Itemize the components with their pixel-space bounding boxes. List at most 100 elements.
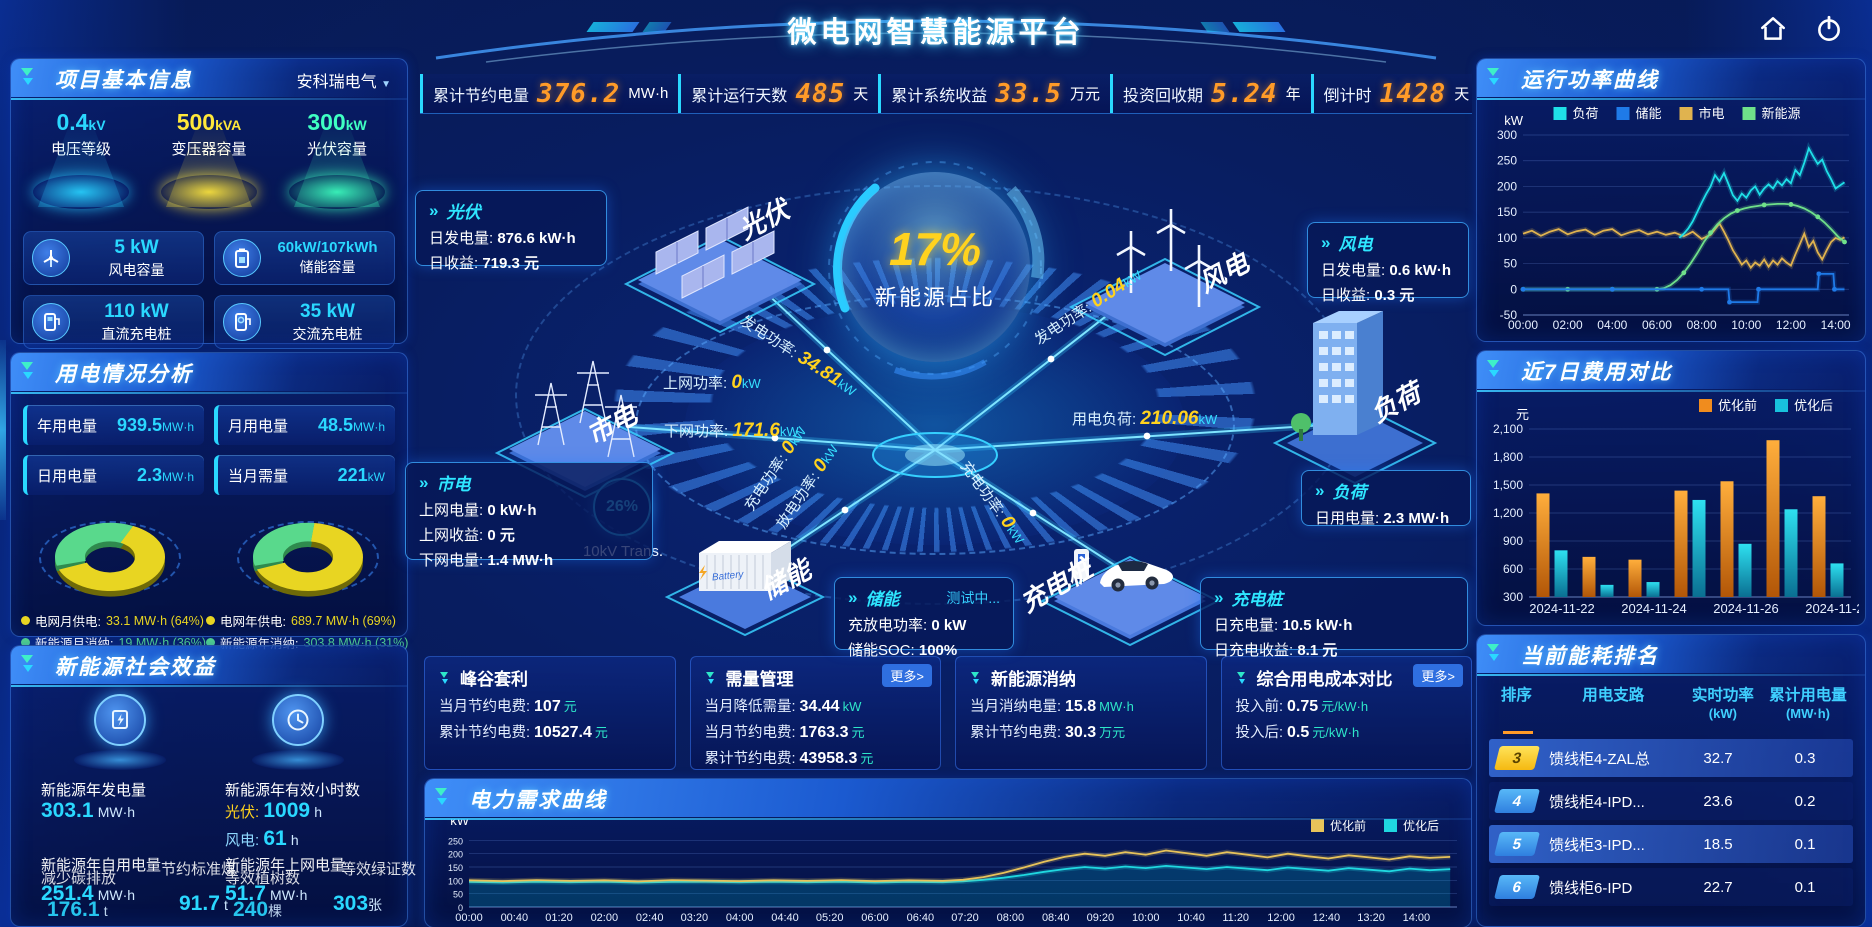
panel-run-power-curve: 运行功率曲线 -50 0 50 100 150 200 250 300 kW 负荷 储能 市电 新能源 0… — [1476, 58, 1866, 342]
svg-text:元: 元 — [1516, 407, 1529, 422]
kpi-countdown: 倒计时 1428 天 — [1310, 74, 1480, 113]
usage-stat-year: 年用电量 939.5MW·h — [23, 405, 204, 445]
benefit-tree-label: 等效植树数 — [225, 870, 301, 887]
kpi-label: 投资回收期 — [1122, 87, 1203, 105]
load-info-box: » 负荷 日用电量: 2.3 MW·h — [1301, 470, 1471, 527]
more-button[interactable]: 更多> — [1413, 664, 1463, 687]
chevron-right-icon: » — [1315, 480, 1325, 500]
usage-stat-month: 月用电量 48.5MW·h — [214, 405, 395, 445]
kpi-value: 33.5 — [995, 78, 1062, 109]
kpi-value: 485 — [795, 78, 846, 109]
panel-social-benefit: 新能源社会效益 新能源年发电量 303.1 MW·h 新能源年有效小时数 光伏:… — [10, 645, 416, 927]
kpi-unit: 天 — [1454, 86, 1470, 103]
usage-stat-day: 日用电量 2.3MW·h — [23, 455, 204, 495]
spoke-load-power: 用电负荷: 210.06kW — [1072, 408, 1218, 429]
benefit-generation-pedestal — [60, 694, 180, 782]
battery-icon — [235, 248, 249, 268]
rank-badge: 3 — [1494, 746, 1540, 770]
legend-dot — [21, 616, 30, 625]
legend-grid-year: 电网年供电: 689.7 MW·h (69%) — [206, 611, 408, 630]
kpi-value: 376.2 — [537, 78, 621, 109]
benefit-gen-label: 新能源年发电量 — [41, 782, 147, 799]
svg-text:07:20: 07:20 — [951, 912, 979, 924]
donut-year-chart — [223, 503, 393, 607]
storage-node-icon: Battery — [664, 541, 826, 637]
svg-text:02:00: 02:00 — [591, 912, 619, 924]
svg-text:优化后: 优化后 — [1794, 398, 1833, 413]
panel-title: 项目基本信息 — [55, 69, 193, 92]
svg-text:04:40: 04:40 — [771, 912, 799, 924]
home-icon[interactable] — [1758, 14, 1788, 44]
spoke-grid-draw: 下网功率: 171.6kW — [664, 420, 799, 441]
corner-accent-icon — [21, 362, 33, 379]
benefit-tree-value: 240棵 — [233, 898, 283, 921]
card-accent-icon — [971, 671, 979, 684]
corner-accent-icon — [1487, 644, 1499, 661]
capacity-card-dc-charger: 110 kW 直流充电桩 — [23, 295, 204, 349]
card-accent-icon — [440, 671, 448, 684]
svg-text:150: 150 — [448, 863, 463, 873]
svg-text:300: 300 — [1503, 590, 1523, 604]
benefit-self-value: 251.4 MW·h — [41, 882, 136, 905]
svg-text:1,500: 1,500 — [1493, 478, 1523, 492]
svg-text:09:20: 09:20 — [1087, 912, 1115, 924]
benefit-pv-hours: 光伏: 1009 h — [225, 799, 323, 822]
svg-text:08:00: 08:00 — [997, 912, 1025, 924]
svg-text:负荷: 负荷 — [1573, 106, 1599, 121]
svg-text:2024-11-24: 2024-11-24 — [1621, 601, 1687, 616]
power-icon[interactable] — [1814, 14, 1844, 44]
ranking-row[interactable]: 3 馈线柜4-ZAL总 32.7 0.3 — [1489, 739, 1853, 777]
wind-turbine-icon — [43, 250, 59, 267]
benefit-hours-pedestal — [238, 694, 358, 782]
clock-icon — [287, 709, 309, 731]
panel-title: 新能源社会效益 — [55, 656, 216, 679]
usage-stat-demand: 当月需量 221kW — [214, 455, 395, 495]
ranking-row[interactable]: 6 馈线柜6-IPD 22.7 0.1 — [1489, 868, 1853, 906]
svg-text:2024-11-26: 2024-11-26 — [1713, 601, 1779, 616]
spoke-grid-feedin: 上网功率: 0kW — [663, 372, 761, 393]
top-swoosh-decoration — [435, 19, 1437, 63]
more-button[interactable]: 更多> — [882, 664, 932, 687]
microgrid-scene: Battery — [415, 55, 1475, 667]
svg-text:Battery: Battery — [711, 569, 745, 583]
svg-text:00:00: 00:00 — [1508, 318, 1538, 332]
svg-text:300: 300 — [1497, 128, 1517, 142]
kpi-saved-energy: 累计节约电量 376.2 MW·h — [420, 74, 678, 113]
panel-title: 用电情况分析 — [55, 363, 193, 386]
benefit-gen-value: 303.1 MW·h — [41, 799, 136, 822]
storage-info-box: » 储能 测试中... 充放电功率: 0 kW 储能SOC: 100% — [834, 577, 1014, 659]
svg-text:储能: 储能 — [1636, 106, 1662, 121]
ranking-row[interactable]: 4 馈线柜4-IPD... 23.6 0.2 — [1489, 782, 1853, 820]
benefit-co2-value: 176.1 t — [47, 898, 108, 921]
svg-text:13:20: 13:20 — [1357, 912, 1385, 924]
scroll-indicator — [1503, 731, 1533, 734]
rank-badge: 5 — [1494, 832, 1540, 856]
new-energy-share-gauge: 17% 新能源占比 — [840, 172, 1030, 362]
charger-info-box: » 充电桩 日充电量: 10.5 kW·h 日充电收益: 8.1 元 — [1200, 577, 1468, 659]
kpi-label: 倒计时 — [1323, 87, 1372, 105]
svg-text:600: 600 — [1503, 562, 1523, 576]
chevron-down-icon: ▼ — [381, 79, 391, 90]
svg-text:100: 100 — [1497, 231, 1517, 245]
pedestal-transformer: 500kVA 变压器容量 — [146, 109, 273, 217]
svg-text:1,800: 1,800 — [1493, 450, 1523, 464]
svg-text:250: 250 — [448, 836, 463, 846]
benefit-wind-hours: 风电: 61 h — [225, 827, 299, 850]
legend-dot — [206, 638, 216, 647]
chevron-right-icon: » — [1214, 587, 1224, 607]
svg-text:kW: kW — [1504, 113, 1524, 128]
rank-badge: 6 — [1494, 875, 1540, 899]
kpi-system-revenue: 累计系统收益 33.5 万元 — [878, 74, 1110, 113]
ranking-row[interactable]: 5 馈线柜3-IPD... 18.5 0.1 — [1489, 825, 1853, 863]
rank-badge: 4 — [1494, 789, 1540, 813]
capacity-card-wind: 5 kW 风电容量 — [23, 231, 204, 285]
dc-charger-icon — [44, 313, 60, 331]
svg-text:02:40: 02:40 — [636, 912, 664, 924]
company-dropdown[interactable]: 安科瑞电气 ▼ — [297, 68, 391, 92]
svg-text:2024-11-22: 2024-11-22 — [1529, 601, 1595, 616]
company-dropdown-value[interactable]: 安科瑞电气 — [296, 74, 377, 91]
corner-accent-icon — [435, 788, 447, 805]
corner-accent-icon — [1487, 68, 1499, 85]
svg-text:市电: 市电 — [1699, 106, 1725, 121]
